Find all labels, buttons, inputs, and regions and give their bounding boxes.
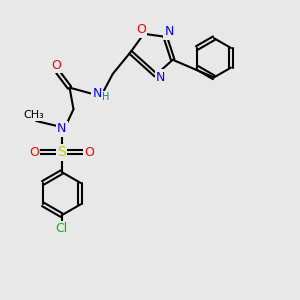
Text: Cl: Cl: [56, 223, 68, 236]
Text: N: N: [156, 70, 165, 83]
Text: O: O: [51, 58, 61, 72]
Text: S: S: [57, 146, 66, 159]
Text: N: N: [164, 26, 174, 38]
Text: H: H: [102, 92, 110, 103]
Text: O: O: [29, 146, 39, 159]
Text: O: O: [136, 23, 146, 36]
Text: O: O: [84, 146, 94, 159]
Text: CH₃: CH₃: [23, 110, 44, 120]
Text: N: N: [57, 122, 66, 135]
Text: N: N: [92, 87, 102, 100]
